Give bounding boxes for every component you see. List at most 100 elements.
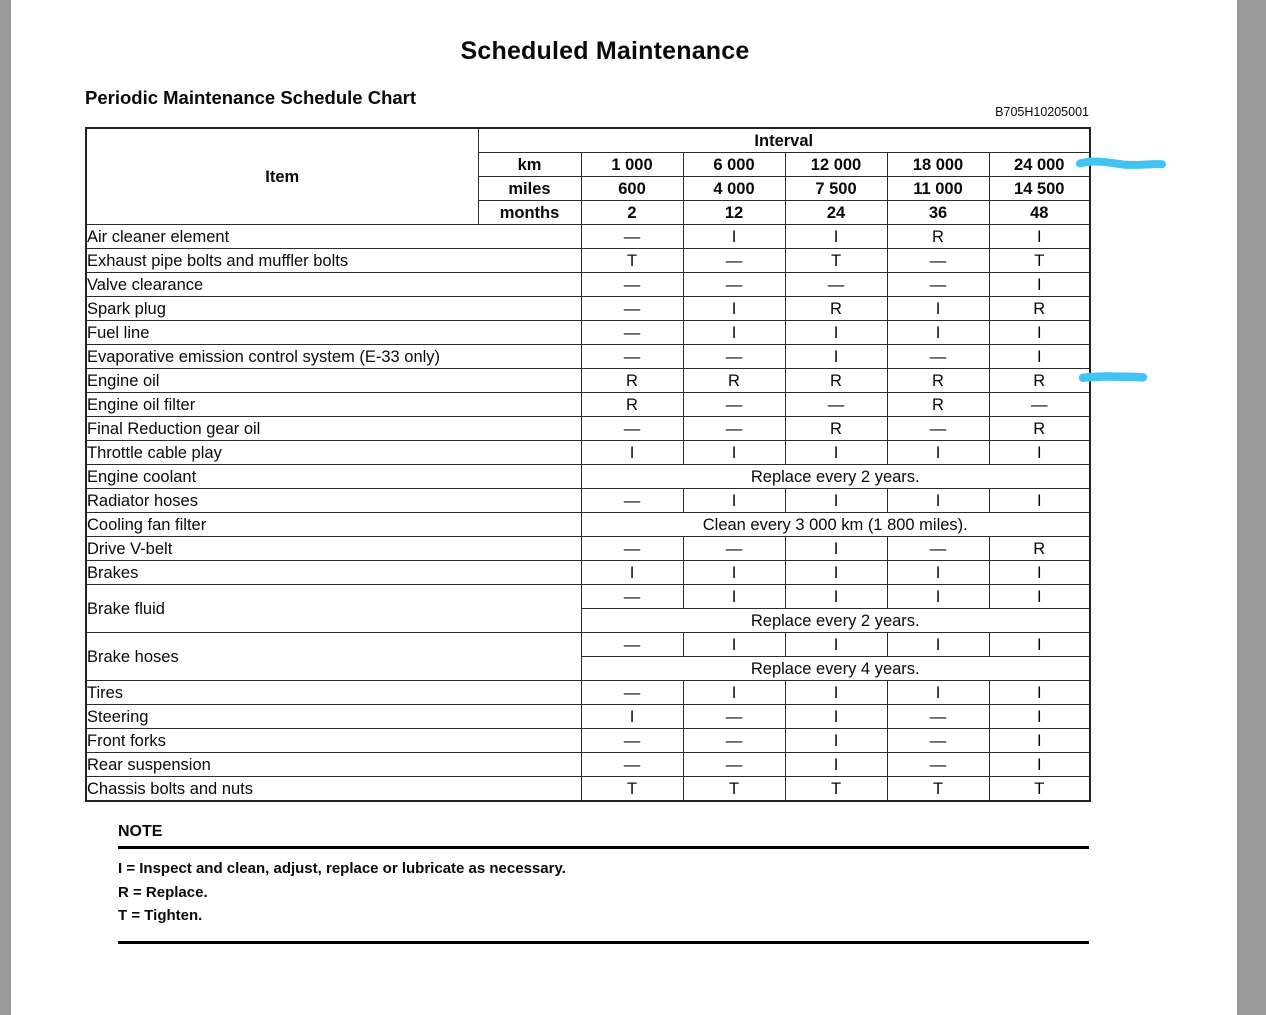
interval-value-cell: I bbox=[682, 584, 786, 609]
item-cell: Cooling fan filter bbox=[85, 512, 582, 537]
interval-value-cell: — bbox=[682, 416, 786, 441]
interval-header-value: 18 000 bbox=[886, 152, 990, 177]
interval-value-cell: — bbox=[580, 680, 684, 705]
interval-value-cell: I bbox=[886, 488, 990, 513]
interval-value-cell: — bbox=[580, 632, 684, 657]
interval-value-cell: I bbox=[988, 632, 1091, 657]
interval-value-cell: R bbox=[784, 416, 888, 441]
interval-header-value: 24 000 bbox=[988, 152, 1091, 177]
item-cell: Brakes bbox=[85, 560, 582, 585]
note-legend: I = Inspect and clean, adjust, replace o… bbox=[118, 857, 1089, 928]
interval-value-cell: I bbox=[988, 752, 1091, 777]
table-row: Radiator hoses — I I I I bbox=[85, 488, 1091, 513]
interval-value-cell: T bbox=[988, 776, 1091, 802]
interval-value-cell: I bbox=[886, 560, 990, 585]
interval-value-cell: I bbox=[784, 560, 888, 585]
table-row: Brakes I I I I I bbox=[85, 560, 1091, 585]
table-row: Front forks — — I — I bbox=[85, 728, 1091, 753]
interval-value-cell: I bbox=[784, 584, 888, 609]
interval-header-value: 7 500 bbox=[784, 176, 888, 201]
note-section: NOTE I = Inspect and clean, adjust, repl… bbox=[118, 823, 1089, 944]
interval-header: Interval bbox=[477, 127, 1091, 153]
interval-value-cell: I bbox=[784, 536, 888, 561]
interval-value-cell: R bbox=[988, 536, 1091, 561]
interval-span-cell: Replace every 2 years. bbox=[580, 608, 1091, 633]
item-cell: Brake fluid bbox=[85, 584, 582, 633]
unit-label: months bbox=[477, 200, 582, 225]
interval-value-cell: — bbox=[682, 272, 786, 297]
interval-value-cell: I bbox=[988, 344, 1091, 369]
item-cell: Engine oil bbox=[85, 368, 582, 393]
item-cell: Tires bbox=[85, 680, 582, 705]
item-cell: Drive V-belt bbox=[85, 536, 582, 561]
interval-value-cell: — bbox=[682, 248, 786, 273]
interval-value-cell: I bbox=[886, 296, 990, 321]
interval-value-cell: — bbox=[580, 416, 684, 441]
interval-header-value: 12 bbox=[682, 200, 786, 225]
interval-value-cell: — bbox=[682, 536, 786, 561]
header-row-km: km 1 000 6 000 12 000 18 000 24 000 bbox=[86, 152, 1091, 177]
interval-value-cell: — bbox=[580, 320, 684, 345]
table-row: Cooling fan filter Clean every 3 000 km (… bbox=[85, 512, 1091, 537]
item-cell: Spark plug bbox=[85, 296, 582, 321]
interval-value-cell: I bbox=[988, 272, 1091, 297]
interval-value-cell: — bbox=[886, 752, 990, 777]
item-column-header: Item bbox=[85, 127, 479, 225]
interval-value-cell: — bbox=[682, 344, 786, 369]
item-cell: Air cleaner element bbox=[85, 224, 582, 249]
note-legend-line: R = Replace. bbox=[118, 883, 208, 901]
table-row: Valve clearance — — — — I bbox=[85, 272, 1091, 297]
interval-value-cell: I bbox=[988, 728, 1091, 753]
table-row: Throttle cable play I I I I I bbox=[85, 440, 1091, 465]
table-row: Brake hoses — I I I I bbox=[85, 632, 1091, 681]
item-cell: Fuel line bbox=[85, 320, 582, 345]
interval-value-cell: — bbox=[886, 344, 990, 369]
interval-value-cell: I bbox=[784, 440, 888, 465]
interval-value-cell: I bbox=[682, 440, 786, 465]
interval-header-value: 12 000 bbox=[784, 152, 888, 177]
interval-value-cell: — bbox=[886, 416, 990, 441]
interval-value-cell: I bbox=[682, 296, 786, 321]
interval-value-cell: R bbox=[886, 224, 990, 249]
interval-header-value: 11 000 bbox=[886, 176, 990, 201]
table-row: Steering I — I — I bbox=[85, 704, 1091, 729]
interval-header-value: 48 bbox=[988, 200, 1091, 225]
interval-value-cell: R bbox=[784, 368, 888, 393]
interval-value-cell: I bbox=[886, 680, 990, 705]
note-legend-line: T = Tighten. bbox=[118, 907, 203, 924]
table-row: Drive V-belt — — I — R bbox=[85, 536, 1091, 561]
interval-header-value: 4 000 bbox=[682, 176, 786, 201]
interval-value-cell: T bbox=[580, 248, 684, 273]
interval-value-cell: — bbox=[886, 248, 990, 273]
interval-value-cell: — bbox=[580, 728, 684, 753]
maintenance-schedule-table: Item Interval km 1 000 6 000 12 000 18 000 24 0… bbox=[85, 127, 1092, 802]
interval-value-cell: R bbox=[580, 368, 684, 393]
interval-value-cell: R bbox=[988, 416, 1091, 441]
table-row: Exhaust pipe bolts and muffler bolts T — T —… bbox=[85, 248, 1091, 273]
interval-value-cell: — bbox=[784, 272, 888, 297]
interval-value-cell: I bbox=[784, 680, 888, 705]
interval-value-cell: — bbox=[682, 392, 786, 417]
interval-value-cell: — bbox=[886, 536, 990, 561]
item-cell: Valve clearance bbox=[85, 272, 582, 297]
section-title: Periodic Maintenance Schedule Chart bbox=[85, 87, 417, 108]
interval-value-cell: R bbox=[580, 392, 684, 417]
note-bottom-rule bbox=[118, 940, 1089, 944]
item-cell: Engine oil filter bbox=[85, 392, 582, 417]
interval-value-cell: T bbox=[988, 248, 1091, 273]
interval-value-cell: R bbox=[988, 296, 1091, 321]
interval-value-cell: I bbox=[784, 320, 888, 345]
interval-value-cell: I bbox=[682, 560, 786, 585]
interval-value-cell: I bbox=[886, 632, 990, 657]
item-cell: Brake hoses bbox=[85, 632, 582, 681]
interval-value-cell: I bbox=[784, 752, 888, 777]
table-row: Air cleaner element — I I R I bbox=[85, 224, 1091, 249]
interval-value-cell: I bbox=[886, 320, 990, 345]
interval-value-cell: — bbox=[682, 728, 786, 753]
interval-value-cell: I bbox=[682, 320, 786, 345]
interval-value-cell: I bbox=[682, 680, 786, 705]
interval-value-cell: — bbox=[886, 728, 990, 753]
interval-value-cell: — bbox=[580, 224, 684, 249]
interval-value-cell: I bbox=[682, 224, 786, 249]
interval-value-cell: — bbox=[580, 272, 684, 297]
